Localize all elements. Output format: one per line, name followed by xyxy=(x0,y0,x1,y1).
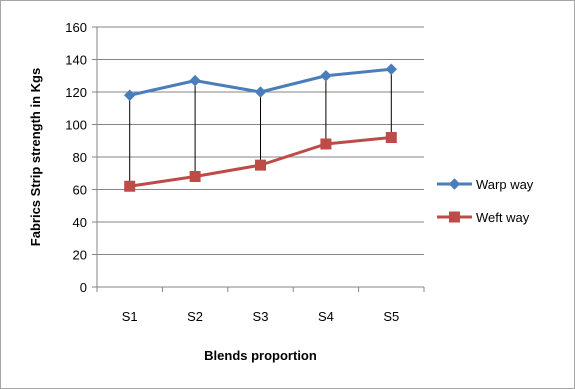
y-tick-label: 20 xyxy=(73,248,87,263)
y-tick-label: 100 xyxy=(65,118,87,133)
y-tick-label: 60 xyxy=(73,183,87,198)
x-tick-labels: S1 S2 S3 S4 S5 xyxy=(122,309,400,324)
data-point-weft-way xyxy=(320,138,332,150)
legend-marker xyxy=(448,178,461,190)
x-tick-label: S2 xyxy=(187,309,203,324)
data-point-warp-way xyxy=(254,86,267,98)
x-tick-label: S5 xyxy=(383,309,399,324)
y-tick-label: 80 xyxy=(73,150,87,165)
legend: Warp way Weft way xyxy=(437,177,534,225)
y-tick-label: 160 xyxy=(65,20,87,35)
data-point-warp-way xyxy=(320,70,332,82)
legend-marker xyxy=(449,211,460,223)
x-axis-title: Blends proportion xyxy=(204,348,317,363)
y-tick-label: 140 xyxy=(65,53,87,68)
y-tick-label: 0 xyxy=(80,280,87,295)
data-point-weft-way xyxy=(124,180,136,192)
x-tick-label: S4 xyxy=(318,309,334,324)
data-point-weft-way xyxy=(189,171,201,182)
y-tick-label: 120 xyxy=(65,85,87,100)
legend-label: Weft way xyxy=(476,210,530,225)
high-low-lines xyxy=(129,69,392,187)
x-tick-label: S1 xyxy=(122,309,138,324)
legend-item-weft-way: Weft way xyxy=(437,210,530,225)
data-point-warp-way xyxy=(123,89,136,101)
data-point-weft-way xyxy=(385,132,397,143)
x-tick-label: S3 xyxy=(253,309,269,324)
legend-label: Warp way xyxy=(476,177,534,192)
legend-item-warp-way: Warp way xyxy=(437,177,534,192)
axes xyxy=(92,26,425,292)
y-axis-title: Fabrics Strip strength in Kgs xyxy=(28,68,43,246)
y-tick-labels: 0 20 40 60 80 100 120 140 160 xyxy=(65,20,87,295)
data-point-weft-way xyxy=(255,159,266,171)
data-point-warp-way xyxy=(385,63,398,75)
series-lines xyxy=(123,63,398,192)
y-tick-label: 40 xyxy=(73,215,87,230)
data-point-warp-way xyxy=(189,74,201,87)
